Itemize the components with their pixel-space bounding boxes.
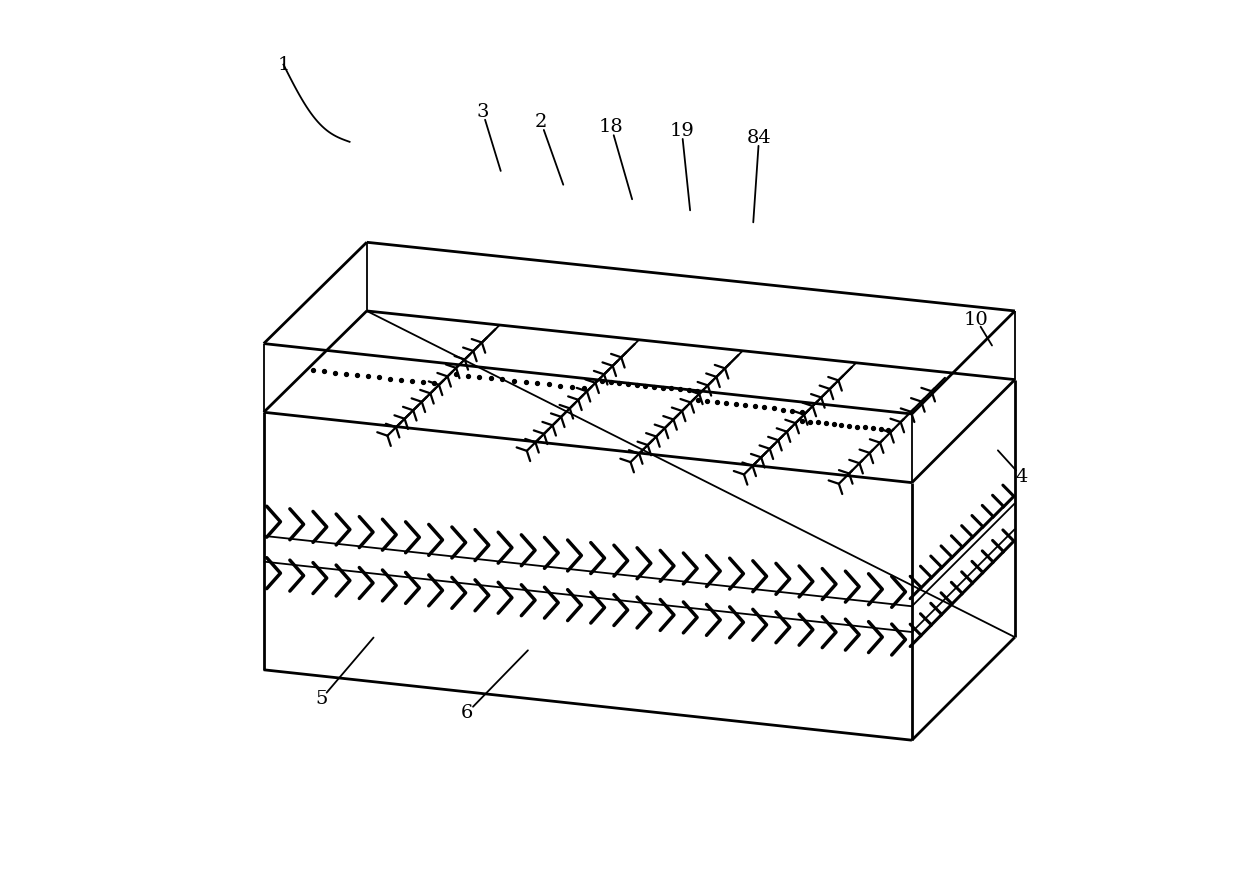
Polygon shape	[264, 413, 911, 740]
Text: 84: 84	[746, 129, 771, 146]
Polygon shape	[264, 311, 1014, 483]
Text: 5: 5	[315, 690, 327, 708]
Polygon shape	[264, 243, 1014, 414]
Text: 10: 10	[963, 310, 988, 328]
Text: 1: 1	[278, 55, 290, 74]
Text: 4: 4	[1016, 468, 1028, 485]
Polygon shape	[911, 379, 1014, 740]
Text: 3: 3	[476, 102, 489, 121]
Text: 18: 18	[599, 118, 624, 137]
Text: 19: 19	[670, 122, 694, 139]
Text: 6: 6	[461, 703, 474, 722]
Text: 2: 2	[534, 113, 547, 131]
